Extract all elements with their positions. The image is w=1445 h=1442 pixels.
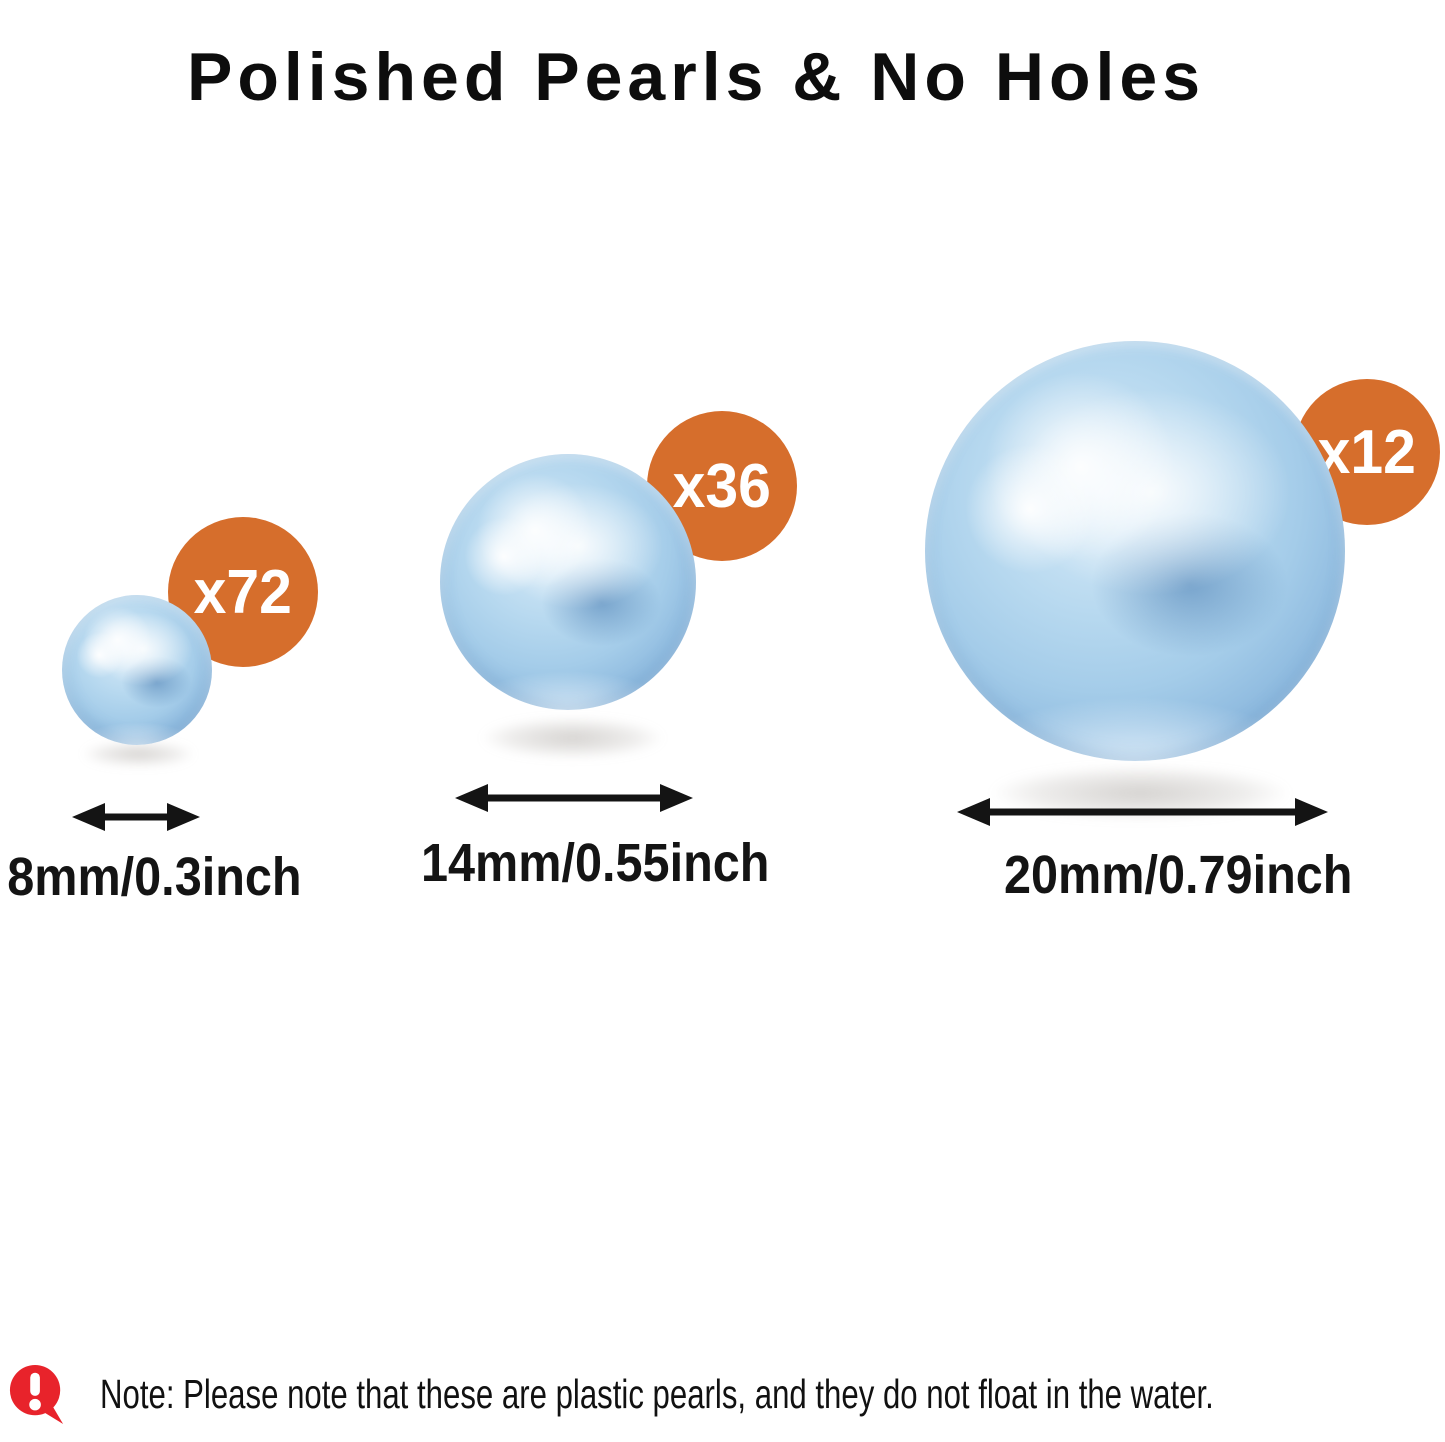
pearl-14mm bbox=[440, 454, 696, 710]
pearl-shadow bbox=[948, 758, 1333, 828]
size-label-8mm: 8mm/0.3inch bbox=[7, 847, 302, 907]
count-badge-label: x12 bbox=[1317, 417, 1417, 487]
alert-speech-bubble-icon bbox=[9, 1365, 64, 1424]
count-badge-label: x36 bbox=[672, 451, 772, 521]
double-headed-arrow-icon bbox=[72, 803, 200, 831]
count-badge-14mm: x36 bbox=[647, 411, 797, 561]
count-badge-label: x72 bbox=[193, 557, 293, 627]
double-headed-arrow-icon bbox=[957, 798, 1328, 826]
pearl-8mm bbox=[62, 595, 212, 745]
pearl-20mm bbox=[925, 341, 1345, 761]
page-title: Polished Pearls & No Holes bbox=[186, 38, 1206, 115]
double-headed-arrow-icon bbox=[455, 784, 693, 812]
note-text: Note: Please note that these are plastic… bbox=[100, 1370, 1214, 1417]
note-row: Note: Please note that these are plastic… bbox=[8, 1364, 1445, 1424]
pearl-shadow bbox=[455, 712, 690, 764]
size-label-14mm: 14mm/0.55inch bbox=[421, 833, 770, 893]
size-label-20mm: 20mm/0.79inch bbox=[1004, 845, 1353, 905]
